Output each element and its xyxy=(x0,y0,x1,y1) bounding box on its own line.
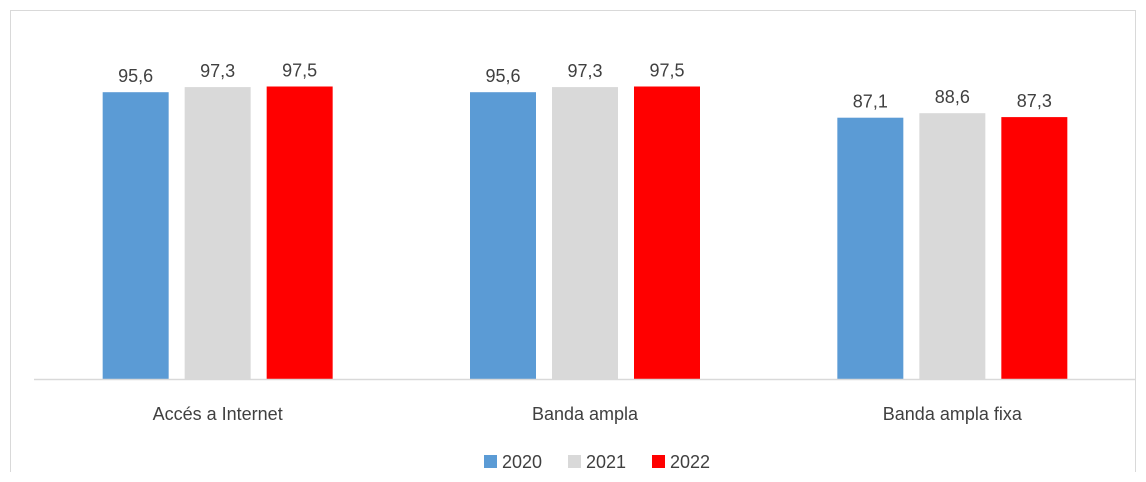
bar-2022-3 xyxy=(1001,117,1068,379)
legend-label-2020: 2020 xyxy=(502,452,542,472)
value-label-2021-1: 97,3 xyxy=(200,61,235,81)
x-tick-label-2: Banda ampla xyxy=(532,404,639,424)
legend-label-2022: 2022 xyxy=(670,452,710,472)
value-label-2022-1: 97,5 xyxy=(282,61,317,81)
bar-2020-1 xyxy=(102,92,169,379)
x-tick-label-3: Banda ampla fixa xyxy=(883,404,1023,424)
chart-frame xyxy=(10,10,1136,472)
bar-2021-1 xyxy=(184,87,251,379)
legend-swatch-2020 xyxy=(484,455,497,468)
value-label-2022-3: 87,3 xyxy=(1017,91,1052,111)
bar-2021-2 xyxy=(552,87,618,379)
value-label-2022-2: 97,5 xyxy=(649,61,684,81)
legend-swatch-2022 xyxy=(652,455,665,468)
value-label-2020-2: 95,6 xyxy=(485,66,520,86)
legend-label-2021: 2021 xyxy=(586,452,626,472)
bar-2021-3 xyxy=(919,113,986,379)
legend-swatch-2021 xyxy=(568,455,581,468)
value-label-2021-2: 97,3 xyxy=(567,61,602,81)
bar-2022-1 xyxy=(266,86,333,379)
value-label-2020-3: 87,1 xyxy=(853,92,888,112)
value-label-2021-3: 88,6 xyxy=(935,87,970,107)
bar-2022-2 xyxy=(634,86,700,379)
value-label-2020-1: 95,6 xyxy=(118,66,153,86)
bar-2020-3 xyxy=(837,117,904,379)
bar-2020-2 xyxy=(470,92,536,379)
x-tick-label-1: Accés a Internet xyxy=(153,404,283,424)
